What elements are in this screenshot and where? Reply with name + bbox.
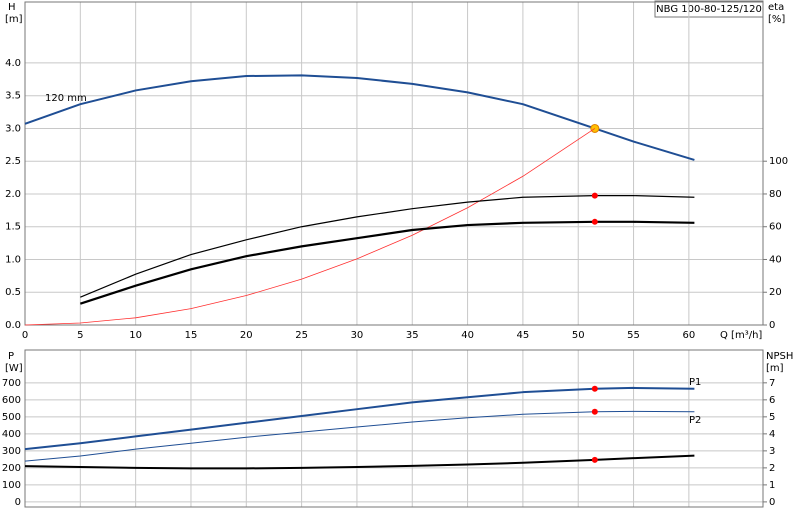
y-axis-unit: [m] <box>5 14 23 25</box>
operating-point <box>591 408 598 415</box>
y-tick-label: 1.5 <box>5 222 21 233</box>
series-line <box>79 220 695 305</box>
y-tick-label: 200 <box>2 463 21 474</box>
plot-frame <box>24 1 764 326</box>
series-label: 120 mm <box>45 93 87 104</box>
y-tick-label: 0.0 <box>5 320 21 331</box>
y-tick-label: 700 <box>2 378 21 389</box>
y2-tick-label: 100 <box>769 156 788 167</box>
y2-tick-label: 0 <box>769 320 775 331</box>
series-label: P1 <box>689 377 701 388</box>
y-tick-label: 0 <box>15 497 21 508</box>
operating-point <box>591 456 598 463</box>
plot-frame <box>24 349 764 508</box>
chart-title: NBG 100-80-125/120 <box>656 4 762 15</box>
y-axis-label: P <box>8 351 14 362</box>
y2-tick-label: 20 <box>769 287 782 298</box>
y2-tick-label: 5 <box>769 412 775 423</box>
y-tick-label: 300 <box>2 446 21 457</box>
y-tick-label: 500 <box>2 412 21 423</box>
series-line <box>24 128 596 326</box>
x-tick-label: 0 <box>22 330 28 341</box>
operating-point <box>591 385 598 392</box>
y2-tick-label: 2 <box>769 463 775 474</box>
y-tick-label: 0.5 <box>5 287 21 298</box>
operating-point <box>591 192 598 199</box>
y2-axis-label: NPSH <box>766 351 793 362</box>
y-tick-label: 2.0 <box>5 189 21 200</box>
y2-tick-label: 80 <box>769 189 782 200</box>
series-label: P2 <box>689 415 701 426</box>
y2-axis-unit: [%] <box>768 14 785 25</box>
y2-tick-label: 3 <box>769 446 775 457</box>
operating-point <box>591 218 598 225</box>
y-tick-label: 2.5 <box>5 156 21 167</box>
series-line <box>80 195 695 298</box>
x-tick-label: 25 <box>295 330 308 341</box>
y-axis-unit: [W] <box>5 363 23 374</box>
y-tick-label: 600 <box>2 395 21 406</box>
y-tick-label: 1.0 <box>5 254 21 265</box>
y-tick-label: 3.0 <box>5 123 21 134</box>
y2-tick-label: 60 <box>769 222 782 233</box>
y2-tick-label: 1 <box>769 480 775 491</box>
y-tick-label: 400 <box>2 429 21 440</box>
y-tick-label: 100 <box>2 480 21 491</box>
y-tick-label: 4.0 <box>5 58 21 69</box>
y-tick-label: 3.5 <box>5 91 21 102</box>
x-tick-label: 40 <box>461 330 474 341</box>
x-tick-label: 10 <box>129 330 142 341</box>
x-tick-label: 35 <box>406 330 419 341</box>
y2-tick-label: 0 <box>769 497 775 508</box>
x-tick-label: 20 <box>240 330 253 341</box>
x-tick-label: 15 <box>185 330 198 341</box>
x-tick-label: 60 <box>683 330 696 341</box>
x-axis-label: Q [m³/h] <box>720 330 762 341</box>
y2-tick-label: 40 <box>769 254 782 265</box>
x-tick-label: 5 <box>77 330 83 341</box>
x-tick-label: 55 <box>627 330 640 341</box>
y2-axis-unit: [m] <box>766 363 784 374</box>
y2-tick-label: 4 <box>769 429 775 440</box>
x-tick-label: 50 <box>572 330 585 341</box>
y2-tick-label: 7 <box>769 378 775 389</box>
y-axis-label: H <box>8 2 16 13</box>
x-tick-label: 45 <box>517 330 530 341</box>
operating-point <box>590 123 600 133</box>
x-tick-label: 30 <box>351 330 364 341</box>
y2-axis-label: eta <box>768 2 784 13</box>
y2-tick-label: 6 <box>769 395 775 406</box>
